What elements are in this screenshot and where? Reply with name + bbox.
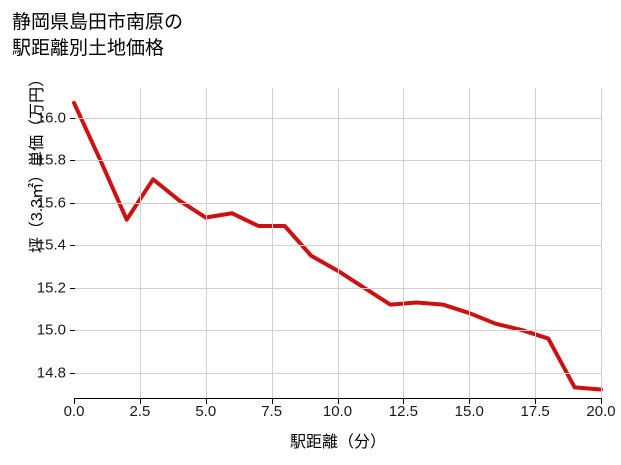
x-axis-tick-label: 10.0 [322,403,353,420]
y-axis-tick-mark [70,330,75,332]
x-axis-tick-mark [74,399,75,404]
page-title: 静岡県島田市南原の 駅距離別土地価格 [12,12,184,59]
x-axis-label: 駅距離（分） [289,434,386,451]
gridline-vertical [271,88,273,398]
x-axis-tick-mark [601,399,602,404]
y-axis-tick-label: 15.4 [36,236,66,254]
x-axis-tick-mark [403,399,405,404]
x-axis-tick-label: 7.5 [261,403,283,420]
y-axis-tick-mark [70,245,75,247]
y-axis-tick-label: 15.6 [36,194,66,212]
x-axis-tick-label: 0.0 [63,403,85,420]
gridline-vertical [139,88,141,398]
y-axis-tick-mark [70,160,75,162]
x-axis-tick-label: 15.0 [454,403,484,420]
x-axis-tick-mark [469,399,471,404]
x-axis-tick-mark [535,399,537,404]
x-axis-tick-label: 20.0 [586,403,616,420]
y-axis-tick-mark [70,202,75,204]
y-axis-tick-mark [70,372,75,374]
y-axis-tick-label: 14.8 [36,364,66,382]
y-axis-tick-label: 16.0 [36,109,66,127]
x-axis-tick-mark [139,399,141,404]
gridline-vertical [535,88,537,398]
y-axis-tick-mark [70,287,75,289]
x-axis-tick-label: 5.0 [195,403,217,420]
x-axis-tick-label: 17.5 [520,403,550,420]
gridline-vertical [403,88,405,398]
x-axis-tick-mark [271,399,273,404]
gridline-vertical [601,88,602,398]
y-axis-tick-label: 15.2 [36,279,66,297]
x-axis-spine [74,397,602,399]
x-axis-tick-label: 12.5 [388,403,418,420]
x-axis-tick-label: 2.5 [129,403,151,420]
gridline-vertical [337,88,339,398]
y-axis-tick-label: 15.8 [36,151,66,169]
y-axis-tick-label: 15.0 [36,321,66,339]
x-axis-tick-mark [205,399,207,404]
gridline-vertical [205,88,207,398]
plot-area [72,88,603,398]
gridline-vertical [469,88,471,398]
y-axis-tick-mark [70,117,75,119]
x-axis-tick-mark [337,399,339,404]
